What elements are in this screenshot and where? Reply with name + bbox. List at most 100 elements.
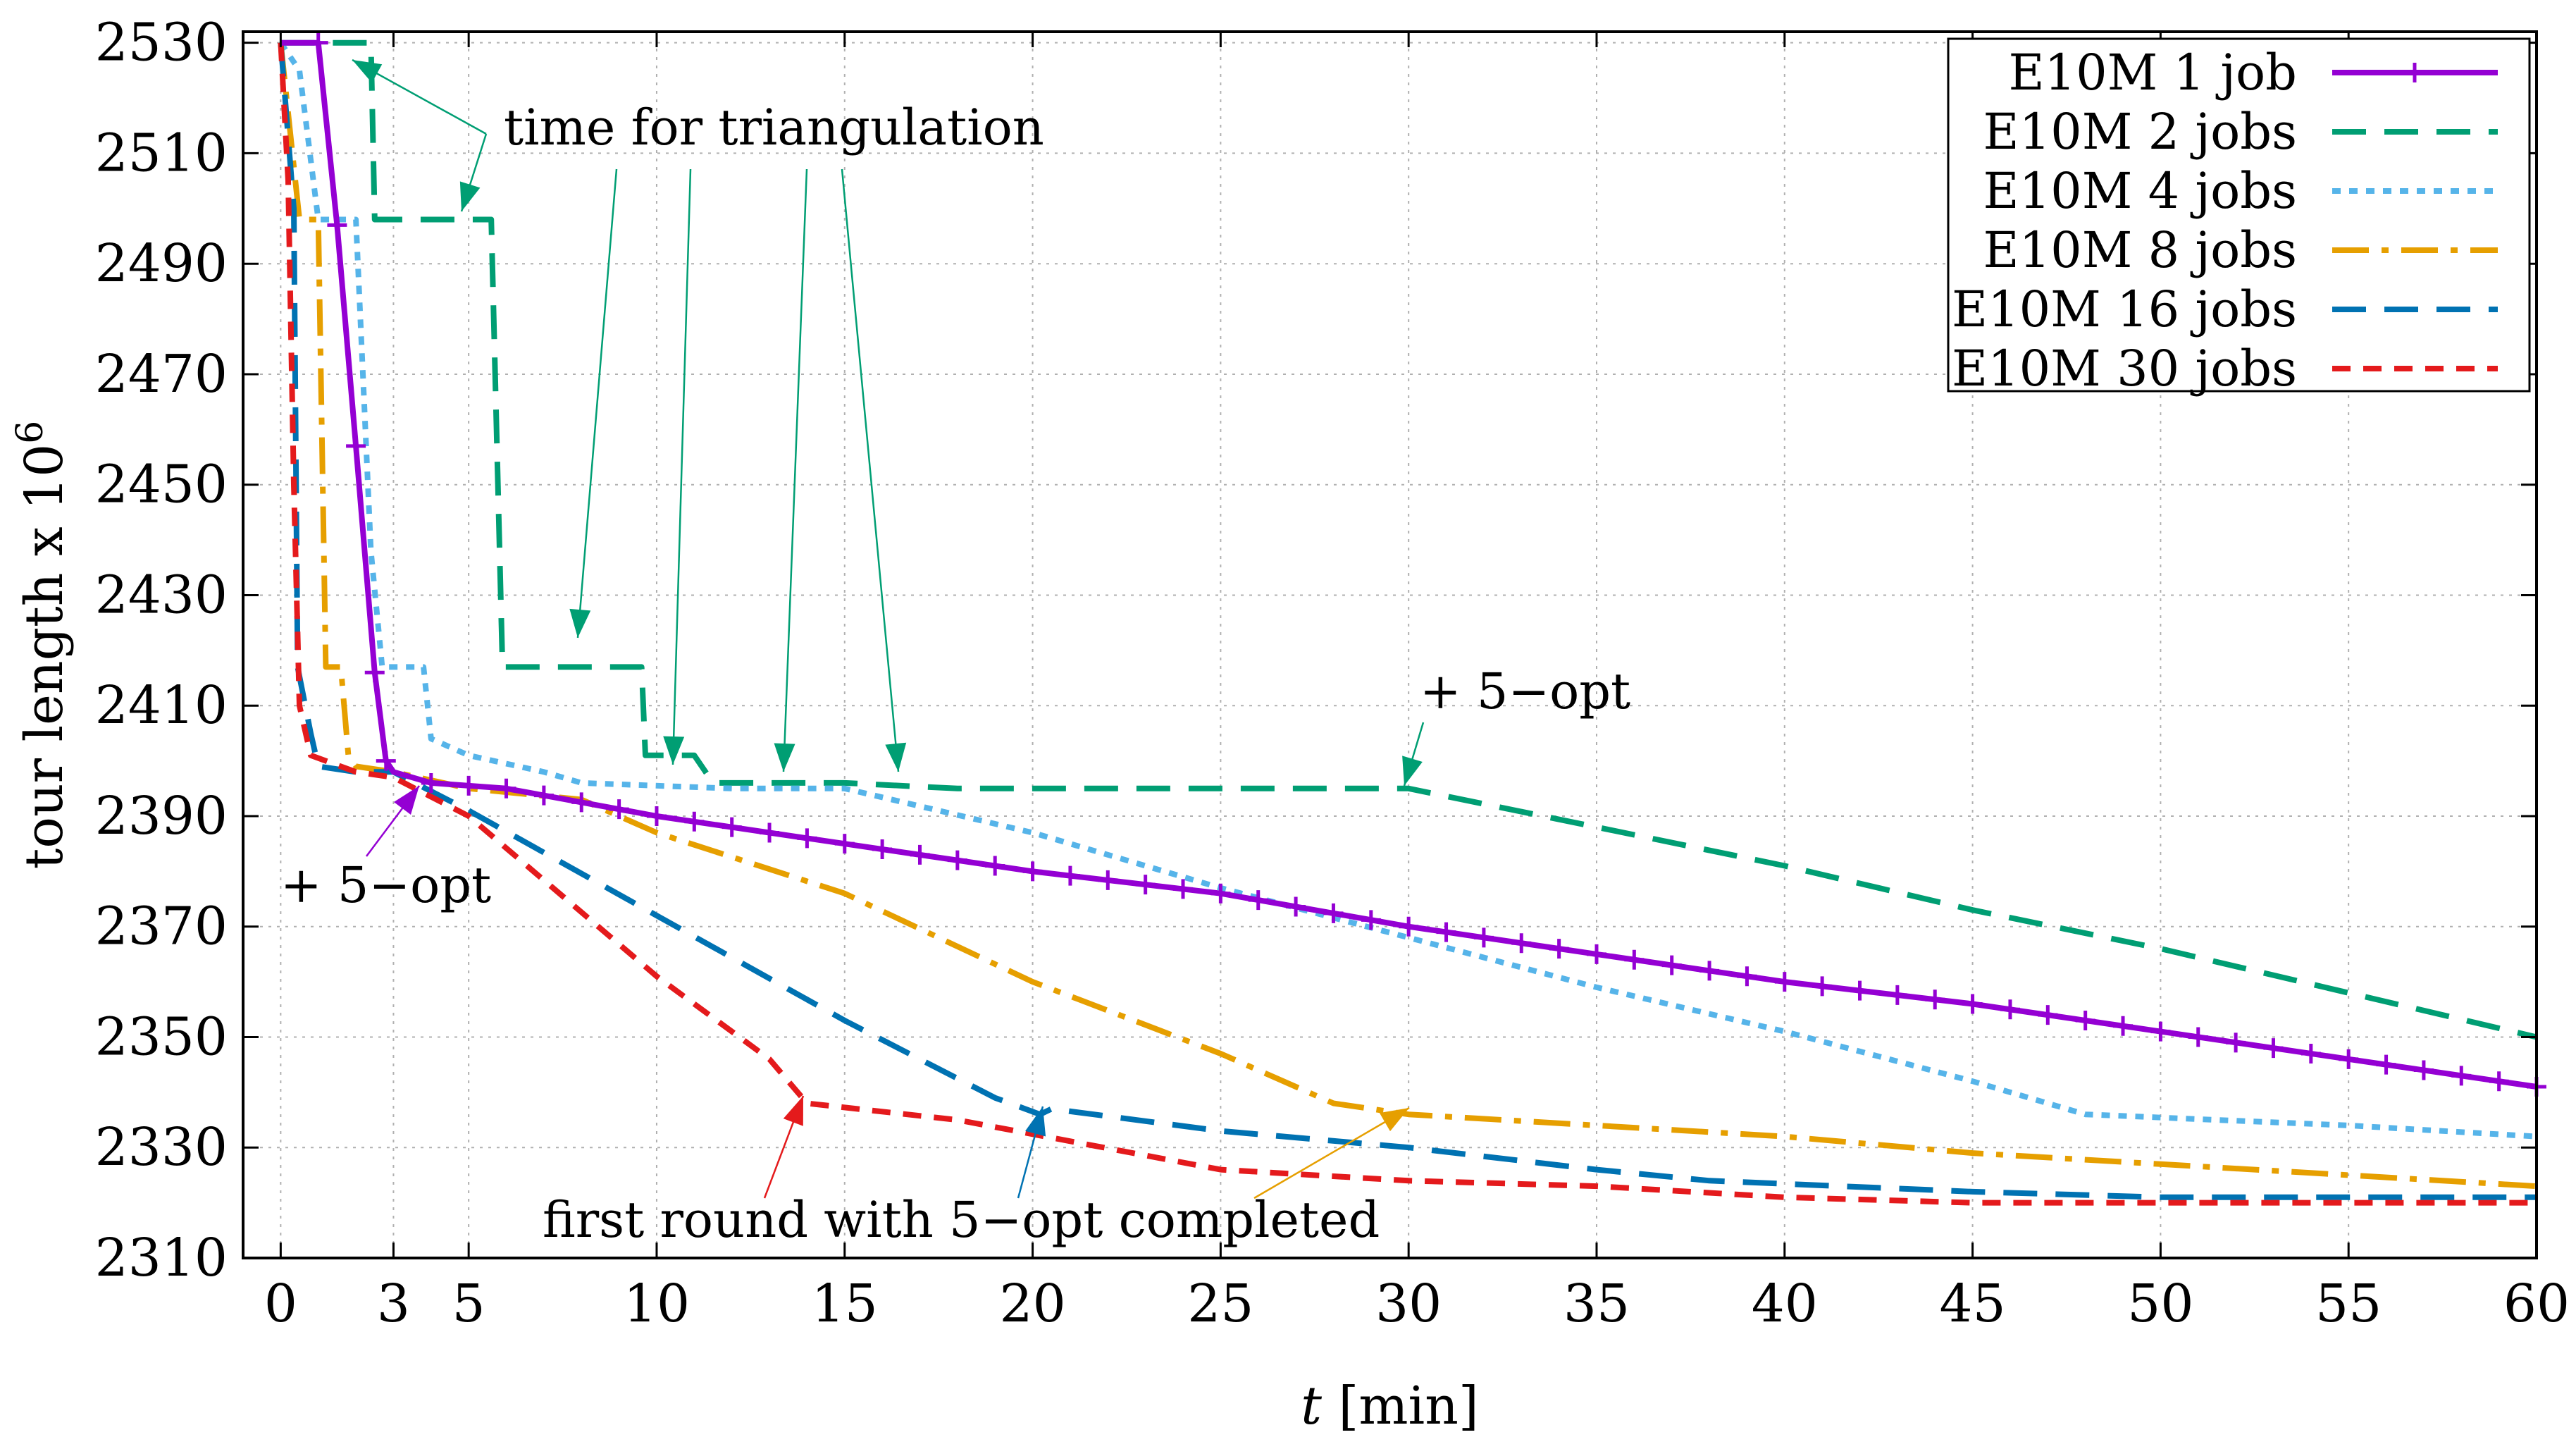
x-tick-label: 30 (1375, 1274, 1442, 1334)
y-tick-label: 2370 (95, 896, 228, 957)
x-tick-label: 15 (812, 1274, 878, 1334)
series-line-4 (278, 42, 2537, 1190)
series-1-marker (1060, 865, 1080, 886)
x-tick-label: 3 (377, 1274, 410, 1334)
series-1-marker (1850, 980, 1870, 1001)
series-1-marker (1925, 989, 1945, 1010)
series-1-marker (2376, 1054, 2396, 1075)
series-1-marker (2263, 1038, 2284, 1059)
series-1-marker (1323, 903, 1344, 923)
x-tick-label: 25 (1187, 1274, 1253, 1334)
series-1-marker (1624, 949, 1645, 970)
axis-ticks: 0 3 5 10 15 20 25 30 35 40 45 50 55 60231023302350237… (95, 13, 2570, 1334)
arrow-triangulation-6-head (885, 742, 907, 772)
annotation-triangulation: time for triangulation (504, 99, 1044, 156)
x-axis-label-unit: [min] (1322, 1376, 1479, 1436)
y-axis-label-exponent: 6 (9, 421, 51, 444)
series-line-2 (280, 39, 2537, 1040)
plot-frame (242, 30, 2538, 1259)
series-1-marker (571, 792, 592, 813)
arrow-triangulation-3-head (569, 608, 591, 638)
legend-label-6: E10M 30 jobs (1952, 340, 2297, 397)
y-axis-label: tour length x 106 (9, 421, 75, 870)
legend-marker (2405, 63, 2425, 82)
x-tick-label: 5 (452, 1274, 485, 1334)
series-1-marker (496, 778, 516, 799)
series-1-marker (2113, 1016, 2134, 1036)
y-tick-label: 2410 (95, 675, 228, 736)
y-tick-label: 2530 (95, 13, 228, 73)
legend-box (1947, 37, 2531, 393)
series-1-marker (2301, 1044, 2321, 1063)
y-tick-label: 2350 (95, 1006, 228, 1067)
series-1-marker (1737, 966, 1757, 987)
series-1-marker (2226, 1032, 2246, 1053)
series-line-5 (278, 42, 2537, 1200)
series-1-marker (1661, 955, 1682, 975)
arrow-first-round-16-head (1025, 1106, 1046, 1137)
series-1-marker (1774, 972, 1795, 992)
x-tick-label: 40 (1752, 1274, 1818, 1334)
arrow-triangulation-5-head (774, 743, 795, 772)
arrow-first-round-30-head (783, 1096, 803, 1126)
series-1-marker (376, 751, 396, 771)
series-1-marker (1098, 870, 1118, 890)
annotation-5opt-left: + 5−opt (280, 856, 491, 914)
series-1-marker (646, 806, 667, 826)
series-1-marker (1549, 939, 1569, 959)
y-tick-label: 2310 (95, 1228, 228, 1288)
arrow-5opt-right-head (1402, 756, 1423, 786)
series-1-marker (2489, 1071, 2509, 1092)
y-tick-label: 2470 (95, 344, 228, 405)
y-tick-label: 2450 (95, 455, 228, 515)
series-1-marker (1173, 879, 1194, 899)
series-1-marker (1361, 910, 1381, 930)
series-1-marker (722, 817, 742, 837)
series-1-marker (760, 822, 780, 843)
series-1-marker (985, 856, 1005, 876)
series-1-marker (2188, 1027, 2208, 1047)
series-1-marker (834, 834, 855, 854)
arrow-triangulation-4-head (663, 736, 685, 765)
arrow-first-round-8 (1253, 1106, 1410, 1200)
series-1-marker (1286, 896, 1306, 917)
annotations: time for triangulation + 5−opt + 5−opt firs… (280, 58, 1630, 1249)
series-1-marker (1887, 985, 1907, 1005)
series-1-marker (2339, 1049, 2359, 1069)
series-1-marker (1210, 883, 1231, 904)
legend-label-1: E10M 1 job (2008, 44, 2297, 101)
arrow-first-round-8-head (1379, 1108, 1409, 1132)
series-line-3 (278, 41, 2537, 1140)
annotation-first-round: first round with 5−opt completed (543, 1191, 1380, 1249)
x-axis-label-variable: t (1301, 1376, 1322, 1436)
series-1-marker (1699, 961, 1720, 981)
legend-label-4: E10M 8 jobs (1983, 221, 2297, 279)
series-group (278, 32, 2546, 1206)
y-tick-label: 2510 (95, 123, 228, 183)
x-tick-label: 35 (1563, 1274, 1630, 1334)
legend-label-5: E10M 16 jobs (1952, 280, 2297, 338)
x-tick-label: 60 (2503, 1274, 2570, 1334)
series-1-marker (1436, 922, 1456, 942)
series-1-marker (684, 811, 705, 832)
series-1-marker (1586, 944, 1606, 964)
x-tick-label: 0 (264, 1274, 297, 1334)
x-tick-label: 20 (999, 1274, 1065, 1334)
series-1-marker (2451, 1066, 2472, 1086)
series-1-marker (327, 215, 347, 235)
series-1-marker (308, 32, 328, 53)
series-1-marker (2038, 1005, 2058, 1025)
x-tick-label: 45 (1940, 1274, 2006, 1334)
x-tick-label: 10 (624, 1274, 690, 1334)
series-1-marker (1511, 933, 1532, 954)
arrow-triangulation-5 (782, 168, 808, 772)
series-1-marker (1022, 861, 1043, 882)
series-1-marker (1399, 916, 1419, 937)
series-1-marker (421, 772, 441, 793)
y-tick-label: 2430 (95, 565, 228, 625)
x-axis-label: t [min] (1301, 1376, 1479, 1436)
arrow-triangulation-1-head (352, 60, 383, 83)
series-1-marker (346, 436, 366, 456)
